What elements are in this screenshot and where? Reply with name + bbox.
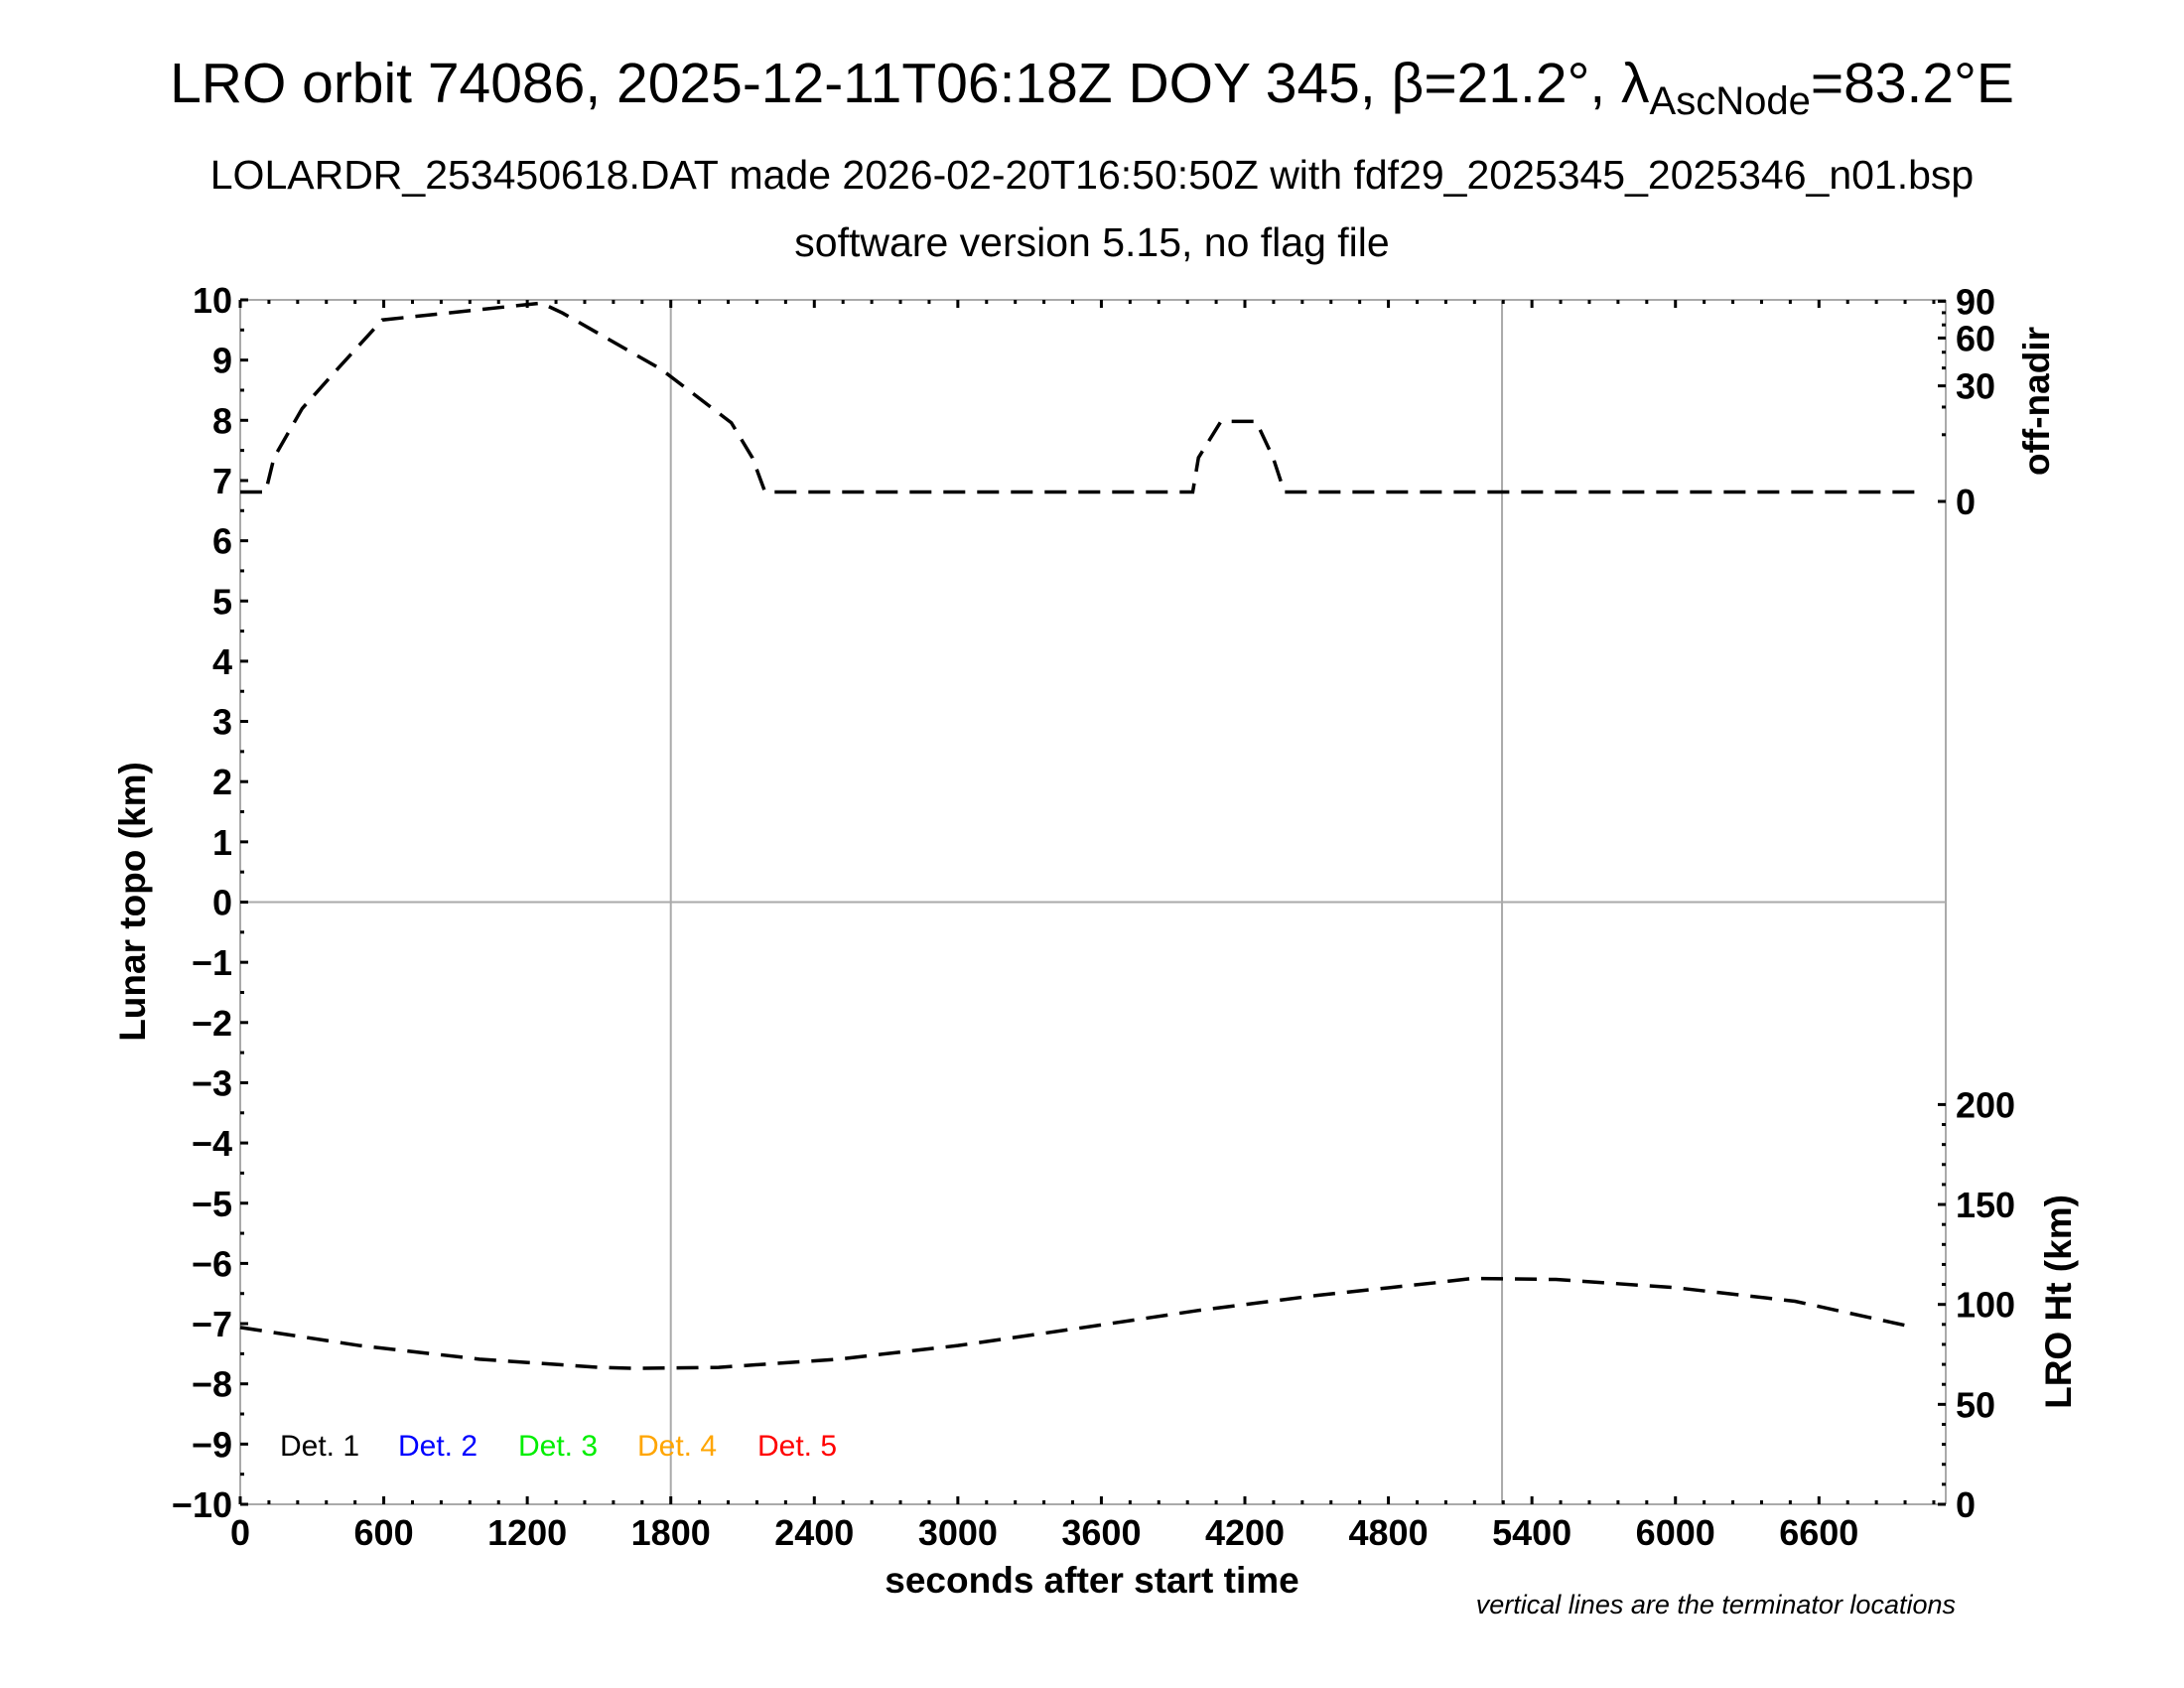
y-tick-label: −1: [192, 942, 232, 983]
y-tick-label: 1: [212, 822, 232, 863]
y-tick-label: 10: [193, 280, 232, 321]
off-nadir-tick-label: 90: [1956, 281, 1995, 322]
y-tick-label: 8: [212, 400, 232, 441]
y-tick-label: −3: [192, 1062, 232, 1103]
legend-item-det-4: Det. 4: [637, 1430, 717, 1463]
chart-subtitle-2: software version 5.15, no flag file: [794, 219, 1389, 265]
y-tick-label: 5: [212, 581, 232, 622]
off-nadir-tick-label: 60: [1956, 318, 1995, 358]
title-subscript: AscNode: [1650, 79, 1811, 123]
y2-top-axis-label: off-nadir: [2016, 327, 2057, 476]
y-tick-label: −6: [192, 1243, 232, 1284]
off-nadir-tick-label: 30: [1956, 366, 1995, 407]
title-end: =83.2°E: [1811, 52, 2014, 115]
x-tick-label: 6000: [1636, 1512, 1715, 1553]
x-tick-label: 4800: [1349, 1512, 1429, 1553]
title-main: LRO orbit 74086, 2025-12-11T06:18Z DOY 3…: [170, 52, 1649, 115]
lro-ht-tick-label: 200: [1956, 1084, 2015, 1125]
y-tick-label: −4: [192, 1123, 232, 1164]
y-tick-label: 2: [212, 762, 232, 802]
tick-labels: 0 600 1200 1800 2400 3000 3600 4200 4800 5400 6000…: [172, 280, 2015, 1553]
lro-ht-tick-label: 150: [1956, 1185, 2015, 1225]
terminator-note: vertical lines are the terminator locati…: [1476, 1590, 1956, 1619]
x-tick-label: 3000: [918, 1512, 998, 1553]
y-tick-label: 3: [212, 702, 232, 743]
x-tick-label: 6600: [1779, 1512, 1858, 1553]
y-tick-label: 4: [212, 641, 232, 682]
grid-lines: [240, 300, 1946, 1504]
chart-subtitle: LOLARDR_253450618.DAT made 2026-02-20T16…: [210, 152, 1974, 198]
y-tick-label: −5: [192, 1184, 232, 1224]
legend-item-det-2: Det. 2: [398, 1430, 478, 1463]
x-tick-label: 4200: [1205, 1512, 1285, 1553]
y-tick-label: 9: [212, 341, 232, 381]
y-tick-label: −8: [192, 1364, 232, 1405]
y-tick-label: 6: [212, 521, 232, 562]
legend-item-det-5: Det. 5: [757, 1430, 837, 1463]
y-tick-label: −9: [192, 1424, 232, 1465]
legend-item-det-3: Det. 3: [518, 1430, 598, 1463]
x-tick-label: 5400: [1492, 1512, 1571, 1553]
y-tick-label: −2: [192, 1003, 232, 1044]
y-tick-label: 0: [212, 883, 232, 923]
x-tick-label: 600: [354, 1512, 414, 1553]
y2-bottom-axis-label: LRO Ht (km): [2038, 1195, 2079, 1409]
off-nadir-tick-label: 0: [1956, 482, 1976, 522]
y-tick-label: 7: [212, 461, 232, 501]
chart-title: LRO orbit 74086, 2025-12-11T06:18Z DOY 3…: [170, 52, 2014, 123]
x-axis-label: seconds after start time: [885, 1560, 1298, 1601]
x-tick-label: 3600: [1061, 1512, 1141, 1553]
x-tick-label: 0: [230, 1512, 250, 1553]
lro-ht-tick-label: 50: [1956, 1384, 1995, 1425]
y-tick-label: −10: [172, 1484, 232, 1525]
x-tick-label: 1200: [487, 1512, 567, 1553]
x-tick-label: 1800: [631, 1512, 711, 1553]
axes: [238, 298, 1947, 1506]
y-tick-label: −7: [192, 1304, 232, 1344]
lro-height-line: [239, 1276, 1916, 1370]
off-nadir-line: [240, 301, 1915, 494]
lro-ht-tick-label: 0: [1956, 1484, 1976, 1525]
legend: Det. 1 Det. 2 Det. 3 Det. 4 Det. 5: [280, 1430, 837, 1463]
y-axis-label: Lunar topo (km): [112, 762, 153, 1042]
lro-ht-tick-label: 100: [1956, 1285, 2015, 1326]
legend-item-det-1: Det. 1: [280, 1430, 359, 1463]
series-marks: [239, 301, 1916, 1370]
x-tick-label: 2400: [774, 1512, 854, 1553]
